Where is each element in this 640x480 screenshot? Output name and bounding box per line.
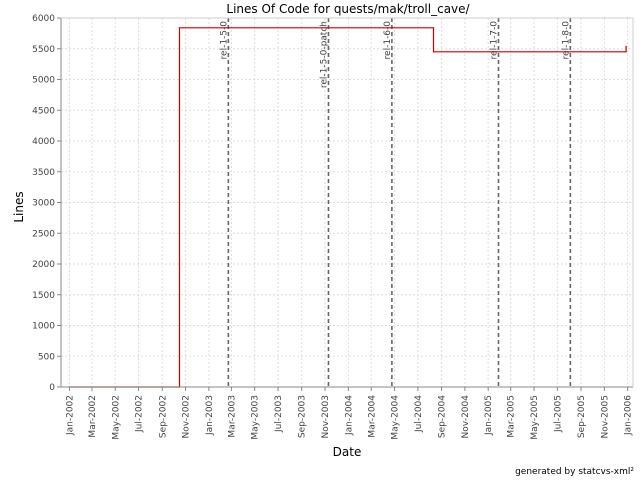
release-marker-label: rel-1-6-0 — [383, 21, 393, 60]
loc-data-point — [178, 27, 181, 29]
y-tick-label: 3000 — [32, 199, 55, 209]
release-marker-label: rel-1-8-0 — [561, 21, 571, 60]
x-tick-label: May-2002 — [111, 395, 121, 440]
y-tick-label: 4500 — [32, 106, 55, 116]
y-tick-label: 500 — [38, 352, 55, 362]
x-tick-label: Jan-2004 — [344, 395, 354, 436]
y-tick-label: 2000 — [32, 260, 55, 270]
y-tick-label: 6000 — [32, 14, 55, 24]
x-tick-label: Mar-2004 — [367, 395, 377, 438]
x-tick-label: Jul-2005 — [553, 395, 563, 433]
release-marker-label: rel-1-5-0 — [219, 21, 229, 60]
x-tick-label: Jul-2002 — [135, 395, 145, 433]
loc-data-point — [432, 27, 435, 29]
y-axis-ticks: 0 500 1000 1500 2000 2500 3000 3500 4000 4500 5000… — [32, 14, 61, 393]
y-tick-label: 4000 — [32, 137, 55, 147]
y-tick-label: 1000 — [32, 322, 55, 332]
x-axis-ticks: Jan-2002 Mar-2002 May-2002 Jul-2002 Sep-2002… — [65, 387, 634, 440]
y-tick-label: 5000 — [32, 76, 55, 86]
release-marker-label: rel-1-5-0-patch — [319, 21, 329, 88]
chart-title: Lines Of Code for quests/mak/troll_cave/ — [226, 2, 470, 16]
x-tick-label: Nov-2004 — [461, 395, 471, 439]
release-marker-label: rel-1-7-0 — [490, 21, 500, 60]
x-tick-label: Mar-2002 — [88, 395, 98, 438]
x-tick-label: Sep-2005 — [577, 395, 587, 438]
y-tick-label: 0 — [49, 383, 55, 393]
loc-data-point — [432, 51, 435, 53]
x-tick-label: Nov-2003 — [321, 395, 331, 438]
x-tick-label: Nov-2005 — [600, 395, 610, 438]
x-tick-label: Mar-2003 — [227, 395, 237, 438]
loc-data-point — [625, 51, 627, 53]
x-tick-label: Jan-2002 — [65, 395, 75, 436]
x-tick-label: May-2004 — [391, 395, 401, 440]
release-markers: rel-1-5-0 rel-1-5-0-patch rel-1-6-0 rel-1-7… — [219, 18, 571, 387]
loc-data-point — [625, 45, 627, 47]
y-tick-label: 3500 — [32, 168, 55, 178]
y-tick-label: 5500 — [32, 45, 55, 55]
y-tick-label: 1500 — [32, 291, 55, 301]
x-tick-label: Sep-2004 — [438, 395, 448, 438]
y-tick-label: 2500 — [32, 229, 55, 239]
x-tick-label: May-2005 — [530, 395, 540, 440]
x-axis-label: Date — [333, 445, 362, 459]
x-tick-label: Jul-2004 — [414, 395, 424, 433]
x-tick-label: Jan-2003 — [205, 395, 215, 436]
x-tick-label: Jan-2005 — [484, 395, 494, 436]
x-tick-label: Mar-2005 — [507, 395, 517, 438]
x-tick-label: Sep-2002 — [158, 395, 168, 438]
y-axis-label: Lines — [12, 191, 26, 222]
x-tick-label: Nov-2002 — [182, 395, 192, 438]
x-tick-label: Jul-2003 — [274, 395, 284, 433]
x-tick-label: Jan-2006 — [624, 395, 634, 436]
x-tick-label: May-2003 — [251, 395, 261, 440]
footer-credit: generated by statcvs-xml² — [515, 467, 634, 477]
x-tick-label: Sep-2003 — [298, 395, 308, 438]
